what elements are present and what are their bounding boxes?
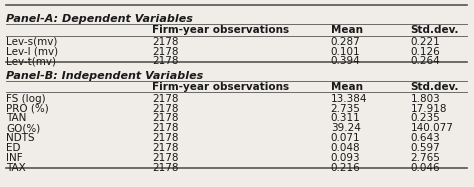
Text: 0.101: 0.101 bbox=[331, 47, 360, 56]
Text: Mean: Mean bbox=[331, 82, 363, 92]
Text: 0.597: 0.597 bbox=[410, 143, 440, 153]
Text: 2178: 2178 bbox=[152, 94, 178, 104]
Text: 1.803: 1.803 bbox=[410, 94, 440, 104]
Text: 0.264: 0.264 bbox=[410, 56, 440, 66]
Text: 0.221: 0.221 bbox=[410, 37, 440, 47]
Text: 0.643: 0.643 bbox=[410, 133, 440, 143]
Text: 0.071: 0.071 bbox=[331, 133, 360, 143]
Text: 0.093: 0.093 bbox=[331, 153, 360, 163]
Text: INF: INF bbox=[6, 153, 23, 163]
Text: 0.216: 0.216 bbox=[331, 163, 360, 173]
Text: 2178: 2178 bbox=[152, 163, 178, 173]
Text: 0.048: 0.048 bbox=[331, 143, 360, 153]
Text: Firm-year observations: Firm-year observations bbox=[152, 82, 289, 92]
Text: Lev-l (mv): Lev-l (mv) bbox=[6, 47, 58, 56]
Text: Lev-s(mv): Lev-s(mv) bbox=[6, 37, 57, 47]
Text: Std.dev.: Std.dev. bbox=[410, 82, 459, 92]
Text: 2.735: 2.735 bbox=[331, 104, 361, 114]
Text: 0.126: 0.126 bbox=[410, 47, 440, 56]
Text: 13.384: 13.384 bbox=[331, 94, 367, 104]
Text: 17.918: 17.918 bbox=[410, 104, 447, 114]
Text: 0.046: 0.046 bbox=[410, 163, 440, 173]
Text: TAN: TAN bbox=[6, 114, 27, 123]
Text: 2178: 2178 bbox=[152, 143, 178, 153]
Text: Std.dev.: Std.dev. bbox=[410, 25, 459, 35]
Text: 140.077: 140.077 bbox=[410, 123, 454, 133]
Text: Panel-B: Independent Variables: Panel-B: Independent Variables bbox=[6, 71, 203, 81]
Text: ED: ED bbox=[6, 143, 20, 153]
Text: Firm-year observations: Firm-year observations bbox=[152, 25, 289, 35]
Text: 0.394: 0.394 bbox=[331, 56, 360, 66]
Text: 2178: 2178 bbox=[152, 104, 178, 114]
Text: FS (log): FS (log) bbox=[6, 94, 46, 104]
Text: NDTS: NDTS bbox=[6, 133, 35, 143]
Text: PRO (%): PRO (%) bbox=[6, 104, 49, 114]
Text: 39.24: 39.24 bbox=[331, 123, 361, 133]
Text: 2178: 2178 bbox=[152, 114, 178, 123]
Text: 2178: 2178 bbox=[152, 37, 178, 47]
Text: 2178: 2178 bbox=[152, 153, 178, 163]
Text: GO(%): GO(%) bbox=[6, 123, 40, 133]
Text: 2178: 2178 bbox=[152, 56, 178, 66]
Text: 2178: 2178 bbox=[152, 123, 178, 133]
Text: 0.287: 0.287 bbox=[331, 37, 360, 47]
Text: Panel-A: Dependent Variables: Panel-A: Dependent Variables bbox=[6, 14, 193, 24]
Text: Mean: Mean bbox=[331, 25, 363, 35]
Text: 2178: 2178 bbox=[152, 133, 178, 143]
Text: TAX: TAX bbox=[6, 163, 26, 173]
Text: 0.311: 0.311 bbox=[331, 114, 360, 123]
Text: 2178: 2178 bbox=[152, 47, 178, 56]
Text: 2.765: 2.765 bbox=[410, 153, 440, 163]
Text: 0.235: 0.235 bbox=[410, 114, 440, 123]
Text: Lev-t(mv): Lev-t(mv) bbox=[6, 56, 56, 66]
